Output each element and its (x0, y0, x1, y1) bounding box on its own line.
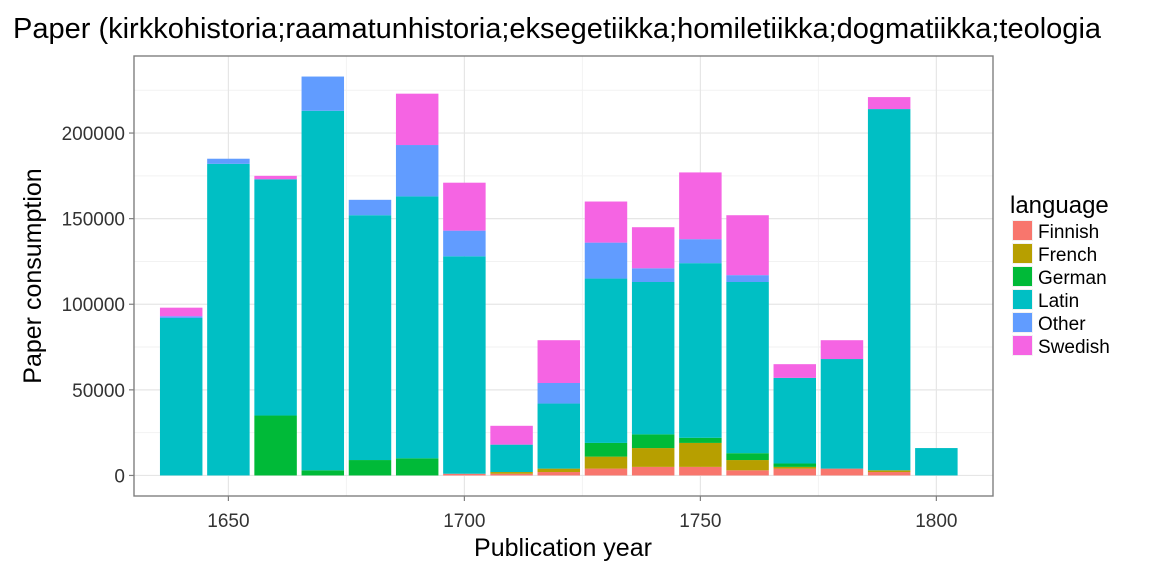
bar-segment-latin (867, 109, 911, 471)
bar-segment-finnish (443, 473, 486, 476)
bar-segment-german (584, 442, 628, 457)
bar-segment-other (207, 158, 250, 164)
bar-segment-finnish (679, 466, 722, 476)
bars (159, 76, 958, 476)
bar-segment-swedish (254, 175, 297, 180)
bar-segment-other (679, 239, 722, 264)
bar-segment-german (726, 453, 769, 461)
y-axis: 0 50000 100000 150000 200000 (62, 124, 134, 487)
legend-swatch-french (1013, 244, 1032, 263)
bar-segment-german (254, 415, 297, 476)
chart-title: Paper (kirkkohistoria;raamatunhistoria;e… (13, 13, 1102, 45)
legend: language FinnishFrenchGermanLatinOtherSw… (1010, 192, 1110, 358)
bar-segment-latin (254, 179, 297, 416)
bar-segment-french (679, 442, 722, 467)
legend-label-latin: Latin (1038, 291, 1079, 312)
bar-segment-swedish (443, 182, 486, 231)
bar-segment-swedish (679, 172, 722, 240)
legend-title: language (1010, 192, 1109, 219)
bar-segment-other (301, 76, 345, 111)
bar-segment-french (867, 470, 911, 473)
bar-segment-swedish (631, 227, 675, 269)
bar-segment-latin (395, 196, 439, 459)
legend-swatch-latin (1013, 290, 1032, 309)
bar-segment-finnish (631, 466, 675, 476)
bar-segment-other (395, 145, 439, 197)
bar-segment-german (679, 437, 722, 443)
x-tick-label: 1650 (207, 511, 249, 532)
bar-segment-latin (773, 377, 817, 464)
bar-segment-french (490, 472, 533, 474)
bar-segment-finnish (490, 473, 533, 476)
bar-segment-latin (443, 256, 486, 474)
y-axis-title: Paper consumption (19, 168, 47, 383)
bar-segment-french (631, 448, 675, 467)
x-tick-label: 1800 (915, 511, 957, 532)
bar-segment-latin (631, 281, 675, 435)
bar-segment-german (631, 434, 675, 449)
bar-segment-german (348, 460, 392, 476)
y-tick-label: 50000 (72, 381, 125, 402)
legend-label-swedish: Swedish (1038, 337, 1110, 358)
x-axis: 1650 1700 1750 1800 (207, 496, 958, 532)
legend-swatch-finnish (1013, 221, 1032, 240)
bar-segment-other (537, 383, 581, 404)
bar-segment-latin (207, 163, 250, 476)
bar-segment-swedish (867, 97, 911, 110)
x-tick-label: 1700 (443, 511, 485, 532)
bar-segment-latin (679, 263, 722, 438)
bar-segment-swedish (820, 340, 864, 360)
bar-segment-finnish (584, 468, 628, 476)
y-tick-label: 100000 (62, 295, 125, 316)
bar-segment-other (584, 242, 628, 279)
legend-label-other: Other (1038, 314, 1086, 335)
bar-segment-other (159, 316, 203, 318)
y-tick-label: 200000 (62, 124, 125, 145)
legend-swatch-swedish (1013, 336, 1032, 355)
bar-segment-finnish (537, 472, 581, 476)
plot-border (133, 55, 994, 497)
bar-segment-german (773, 463, 817, 467)
bar-segment-swedish (537, 340, 581, 384)
bar-segment-latin (820, 359, 864, 469)
bar-segment-swedish (584, 201, 628, 243)
x-tick-label: 1750 (679, 511, 721, 532)
bar-segment-french (773, 466, 817, 469)
y-tick-label: 150000 (62, 210, 125, 231)
bar-segment-latin (159, 317, 203, 476)
bar-segment-german (301, 470, 345, 476)
bar-segment-latin (301, 110, 345, 471)
y-tick-label: 0 (114, 466, 125, 487)
bar-segment-finnish (820, 468, 864, 476)
bar-segment-other (726, 275, 769, 282)
bar-segment-latin (584, 278, 628, 443)
legend-label-french: French (1038, 245, 1097, 266)
bar-segment-other (348, 199, 392, 216)
bar-segment-latin (726, 281, 769, 454)
bar-segment-swedish (159, 307, 203, 317)
legend-swatch-other (1013, 313, 1032, 332)
bar-segment-latin (915, 448, 958, 476)
legend-swatch-german (1013, 267, 1032, 286)
bar-segment-other (631, 268, 675, 282)
bar-segment-finnish (867, 472, 911, 476)
bar-segment-latin (490, 444, 533, 473)
bar-segment-french (584, 456, 628, 469)
bar-segment-swedish (490, 425, 533, 445)
bar-segment-german (395, 458, 439, 476)
x-axis-title: Publication year (474, 534, 652, 562)
bar-segment-french (537, 468, 581, 473)
legend-label-german: German (1038, 268, 1107, 289)
bar-segment-swedish (395, 93, 439, 146)
legend-label-finnish: Finnish (1038, 222, 1099, 243)
bar-segment-latin (537, 403, 581, 469)
bar-segment-latin (348, 215, 392, 461)
bar-segment-finnish (726, 470, 769, 476)
bar-segment-french (726, 460, 769, 471)
bar-segment-swedish (773, 364, 817, 378)
bar-segment-swedish (726, 215, 769, 276)
bar-segment-finnish (773, 468, 817, 476)
bar-segment-other (443, 230, 486, 257)
